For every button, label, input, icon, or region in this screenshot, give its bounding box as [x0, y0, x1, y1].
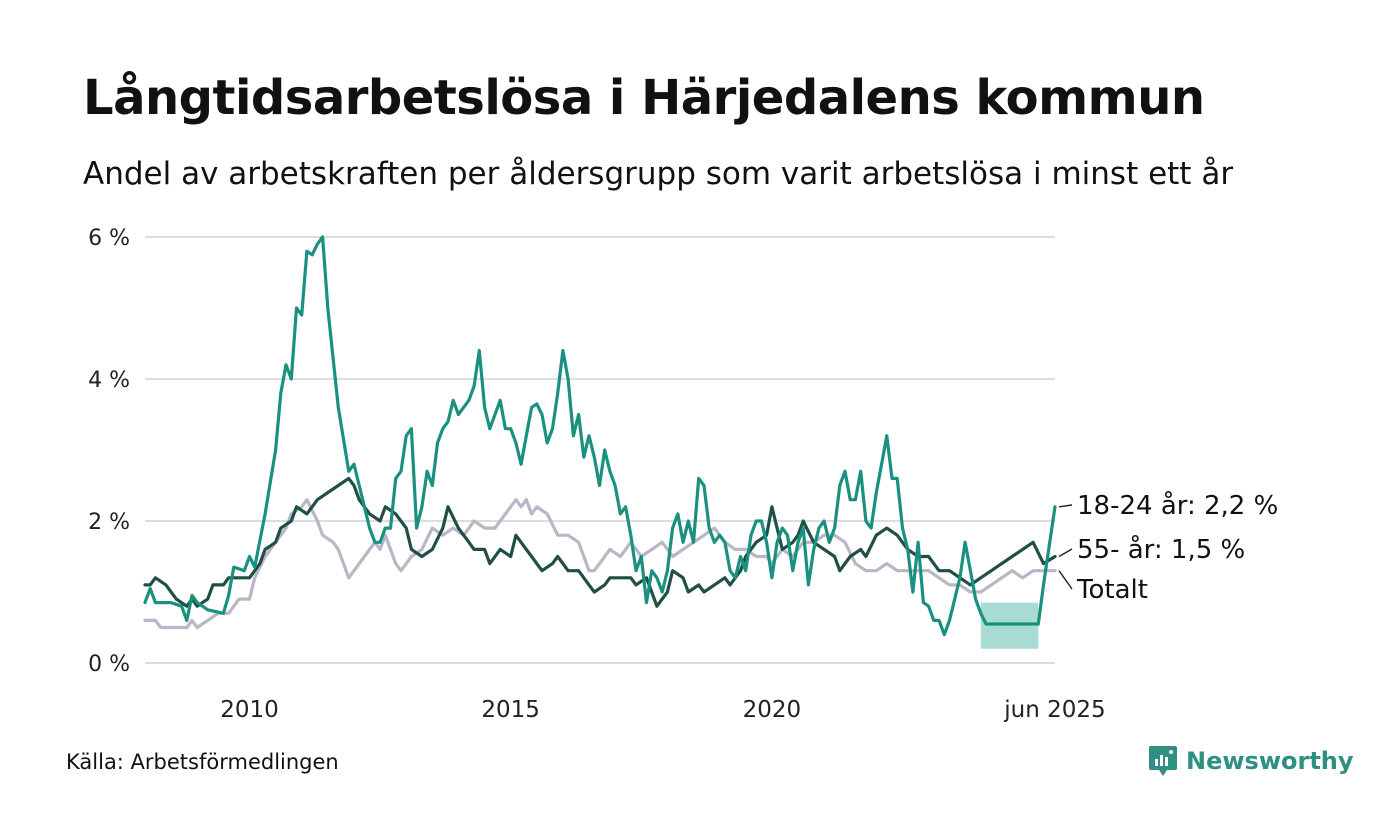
x-tick-label: 2015	[481, 697, 540, 723]
x-tick-label: 2010	[220, 697, 279, 723]
brand-logo: Newsworthy	[1148, 744, 1354, 778]
label-leader-line	[1058, 504, 1073, 508]
y-axis-tick-labels: 0 % 2 % 4 % 6 %	[88, 226, 130, 677]
series-end-label: 18-24 år: 2,2 %	[1077, 490, 1278, 521]
series-lines	[143, 235, 1057, 637]
uncertainty-bands	[980, 602, 1039, 649]
chart-title: Långtidsarbetslösa i Härjedalens kommun	[83, 70, 1205, 126]
x-tick-label: 2020	[743, 697, 802, 723]
source-note: Källa: Arbetsförmedlingen	[66, 750, 339, 774]
series-end-label: Totalt	[1076, 575, 1148, 605]
y-tick-label: 2 %	[88, 510, 130, 535]
series-end-labels: Totalt 55- år: 1,5 % 18-24 år: 2,2 %	[1058, 490, 1278, 605]
brand-name: Newsworthy	[1186, 747, 1354, 775]
y-tick-label: 4 %	[88, 368, 130, 393]
chart-subtitle: Andel av arbetskraften per åldersgrupp s…	[83, 156, 1234, 192]
newsworthy-logo-icon	[1149, 746, 1177, 776]
label-leader-line	[1058, 570, 1073, 590]
x-tick-label: jun 2025	[1003, 697, 1105, 723]
series-end-label: 55- år: 1,5 %	[1077, 534, 1245, 565]
y-tick-label: 0 %	[88, 652, 130, 677]
series-line	[143, 476, 1057, 608]
gridlines	[145, 236, 1055, 664]
y-tick-label: 6 %	[88, 226, 130, 251]
x-axis-tick-labels: 2010 2015 2020 jun 2025	[220, 697, 1105, 723]
label-leader-line	[1058, 548, 1073, 558]
series-line	[143, 235, 1057, 637]
uncertainty-band	[980, 602, 1039, 649]
